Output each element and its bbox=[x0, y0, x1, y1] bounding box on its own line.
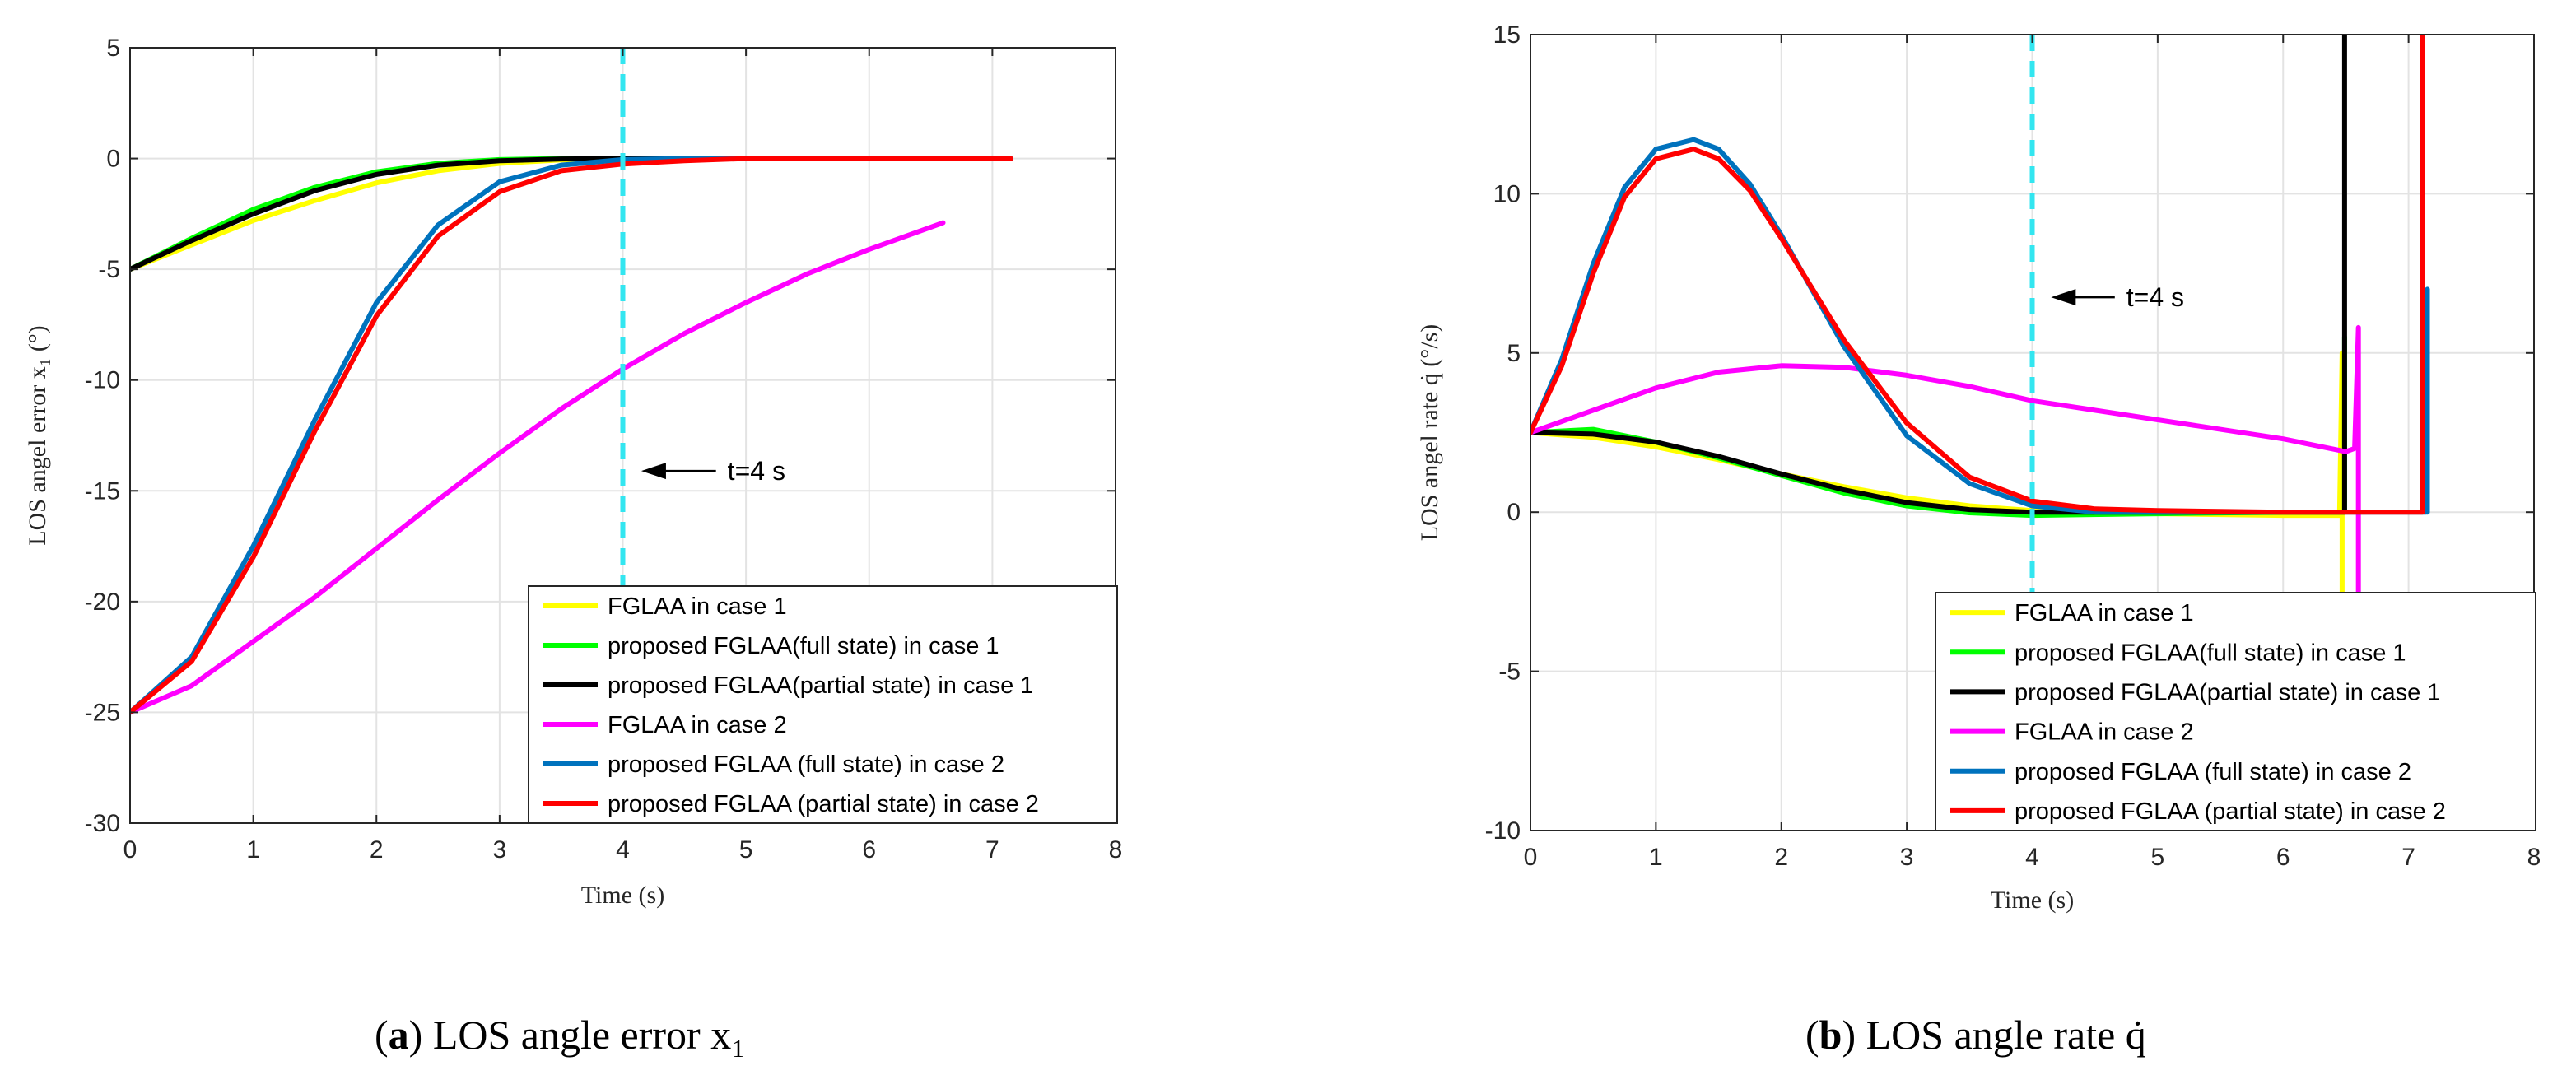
caption-a: (a) LOS angle error x₁ bbox=[375, 1012, 746, 1058]
panel-b-annotation-text: t=4 s bbox=[2126, 282, 2184, 312]
panel-a-x-tick-label: 2 bbox=[370, 836, 384, 863]
panel-b-y-tick-label: -10 bbox=[1485, 817, 1521, 845]
panel-b-x-tick-label: 0 bbox=[1524, 844, 1538, 871]
panel-a-y-tick-label: -5 bbox=[98, 256, 120, 283]
panel-b-legend-label-proposed-fglaa-full-state-in-case-1: proposed FGLAA(full state) in case 1 bbox=[2015, 640, 2406, 666]
panel-b-x-tick-label: 1 bbox=[1649, 844, 1663, 871]
panel-a: t=4 s 0 1 2 3 4 5 6 7 8 5 0 -5 -10 -15 -20 -25 -30 Time (s… bbox=[24, 35, 1122, 909]
panel-a-legend-label-proposed-fglaa-partial-state-in-case-1: proposed FGLAA(partial state) in case 1 bbox=[608, 672, 1033, 699]
panel-a-series-group bbox=[130, 156, 1013, 715]
panel-a-legend-label-proposed-fglaa-full-state-in-case-1: proposed FGLAA(full state) in case 1 bbox=[608, 633, 999, 659]
panel-b-legend-label-proposed-fglaa-full-state-in-case-2: proposed FGLAA (full state) in case 2 bbox=[2015, 759, 2411, 785]
panel-a-y-tick-label: -15 bbox=[85, 477, 120, 505]
caption-a-text: LOS angle error x₁ bbox=[432, 1012, 746, 1058]
panel-b-legend-label-proposed-fglaa-partial-state-in-case-2: proposed FGLAA (partial state) in case 2 bbox=[2015, 798, 2446, 825]
panel-b-x-tick-label: 4 bbox=[2025, 844, 2039, 871]
caption-a-label: a bbox=[388, 1012, 409, 1058]
panel-b-legend-label-proposed-fglaa-partial-state-in-case-1: proposed FGLAA(partial state) in case 1 bbox=[2015, 679, 2440, 705]
panel-b-legend-box bbox=[1935, 592, 2536, 831]
panel-a-legend-label-fglaa-in-case-1: FGLAA in case 1 bbox=[608, 593, 787, 620]
panel-a-legend-label-proposed-fglaa-full-state-in-case-2: proposed FGLAA (full state) in case 2 bbox=[608, 752, 1004, 778]
panel-b-series-group bbox=[1530, 35, 2430, 594]
panel-a-annotation-text: t=4 s bbox=[728, 456, 785, 486]
panel-b-y-axis-label: LOS angel rate q̇ (°/s) bbox=[1416, 324, 1443, 542]
panel-a-y-tick-label: 0 bbox=[106, 146, 120, 173]
panel-a-legend-label-fglaa-in-case-2: FGLAA in case 2 bbox=[608, 712, 787, 738]
panel-b-y-tick-label: 10 bbox=[1493, 180, 1521, 207]
panel-a-y-tick-label: 5 bbox=[106, 35, 120, 62]
panel-a-x-tick-label: 4 bbox=[616, 836, 630, 863]
panel-a-x-tick-label: 7 bbox=[985, 836, 999, 863]
panel-b-y-tick-label: -5 bbox=[1498, 659, 1521, 686]
panel-a-x-tick-label: 3 bbox=[493, 836, 507, 863]
panel-a-y-tick-label: -20 bbox=[85, 589, 120, 616]
panel-b-y-tick-label: 15 bbox=[1493, 21, 1521, 49]
panel-a-x-tick-label: 6 bbox=[862, 836, 876, 863]
panel-b-legend-label-fglaa-in-case-2: FGLAA in case 2 bbox=[2015, 719, 2194, 746]
panel-a-y-tick-label: -25 bbox=[85, 699, 120, 726]
panel-b-x-tick-label: 5 bbox=[2151, 844, 2165, 871]
panel-a-y-axis-label: LOS angel error x₁ (°) bbox=[24, 325, 51, 545]
panel-b-x-tick-label: 7 bbox=[2401, 844, 2415, 871]
panel-b-x-tick-label: 8 bbox=[2527, 844, 2541, 871]
caption-b-text: LOS angle rate q̇ bbox=[1866, 1012, 2146, 1058]
panel-b-series-fglaa-in-case-2 bbox=[1530, 324, 2361, 594]
panel-b-series-fglaa-in-case-1 bbox=[1530, 350, 2345, 594]
caption-b: (b) LOS angle rate q̇ bbox=[1805, 1012, 2146, 1058]
panel-b-y-tick-label: 0 bbox=[1507, 499, 1521, 526]
panel-b-series-proposed-fglaa-partial-state-in-case-2 bbox=[1530, 35, 2425, 515]
panel-a-series-proposed-fglaa-partial-state-in-case-2 bbox=[130, 156, 1013, 715]
panel-a-x-tick-label: 5 bbox=[739, 836, 753, 863]
panel-b: t=4 s 0 1 2 3 4 5 6 7 8 15 10 5 0 -5 -10 Time (s) LOS ang… bbox=[1416, 21, 2541, 914]
panel-a-y-tick-label: -10 bbox=[85, 367, 120, 394]
caption-b-label: b bbox=[1819, 1012, 1842, 1058]
panel-a-series-fglaa-in-case-2 bbox=[130, 220, 946, 715]
panel-b-y-tick-label: 5 bbox=[1507, 340, 1521, 367]
panel-b-x-tick-label: 3 bbox=[1900, 844, 1914, 871]
panel-b-annotation-arrow-head bbox=[2051, 289, 2076, 306]
panel-a-x-tick-label: 0 bbox=[123, 836, 137, 863]
panel-a-annotation-arrow-head bbox=[641, 463, 666, 480]
panel-a-legend-box bbox=[528, 585, 1118, 824]
panel-b-x-tick-label: 2 bbox=[1774, 844, 1788, 871]
panel-b-x-tick-label: 6 bbox=[2276, 844, 2290, 871]
panel-a-y-tick-label: -30 bbox=[85, 810, 120, 837]
panel-b-x-axis-label: Time (s) bbox=[1991, 887, 2074, 914]
panel-a-x-tick-label: 1 bbox=[246, 836, 260, 863]
panel-b-legend-label-fglaa-in-case-1: FGLAA in case 1 bbox=[2015, 600, 2194, 626]
panel-a-legend-label-proposed-fglaa-partial-state-in-case-2: proposed FGLAA (partial state) in case 2 bbox=[608, 791, 1039, 817]
panel-a-x-axis-label: Time (s) bbox=[581, 882, 664, 909]
panel-a-x-tick-label: 8 bbox=[1109, 836, 1123, 863]
